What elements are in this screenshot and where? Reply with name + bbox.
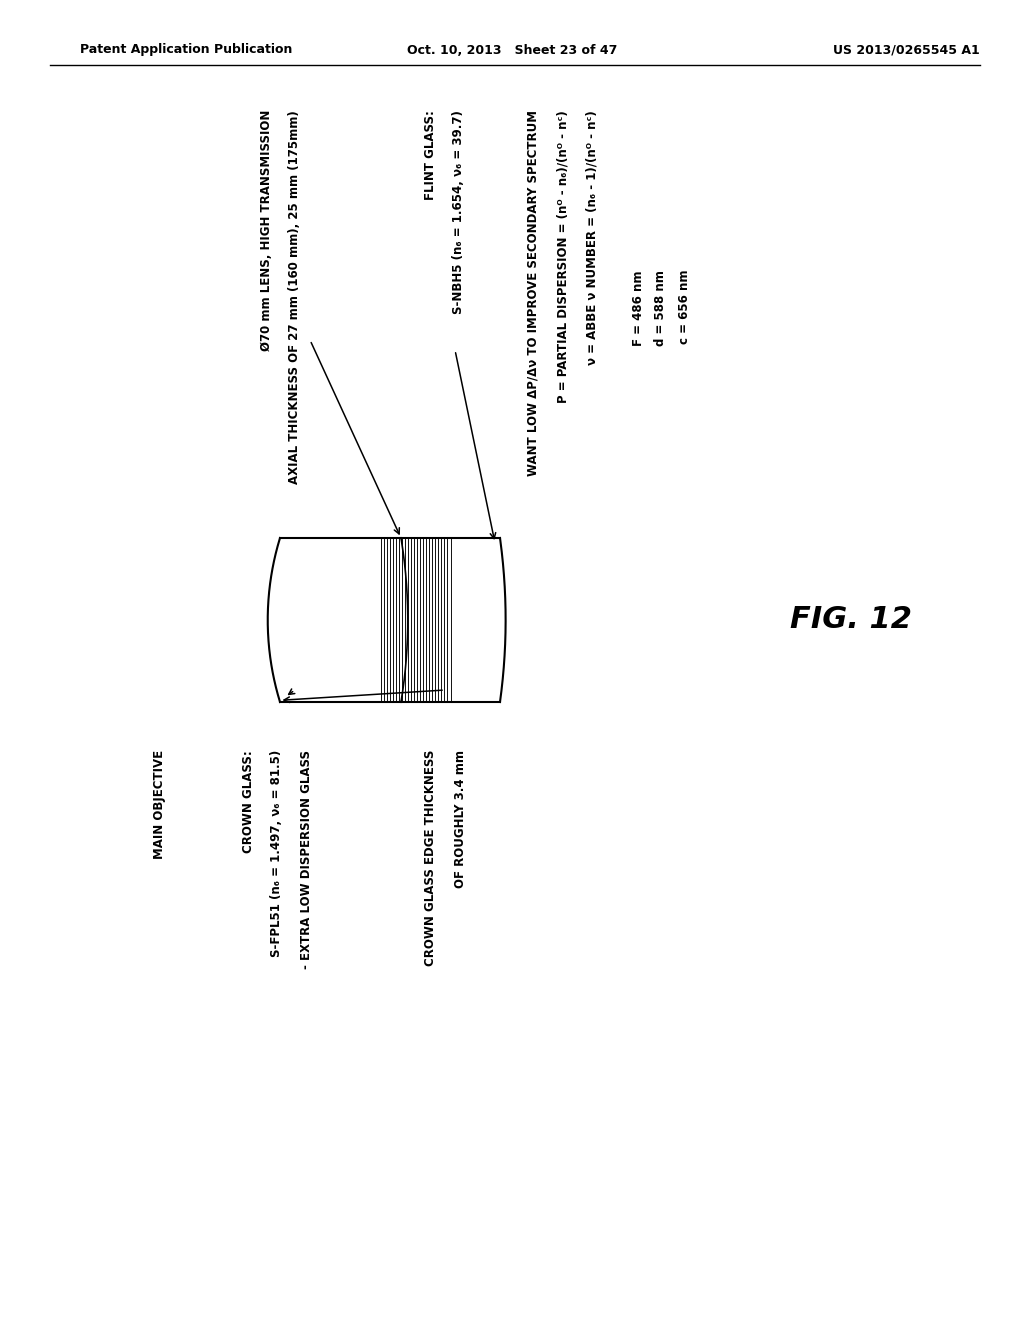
Text: S-NBH5 (n₆ = 1.654, ν₆ = 39.7): S-NBH5 (n₆ = 1.654, ν₆ = 39.7) [452, 110, 465, 314]
Text: MAIN OBJECTIVE: MAIN OBJECTIVE [154, 750, 167, 859]
Text: F = 486 nm: F = 486 nm [632, 271, 644, 346]
Text: AXIAL THICKNESS OF 27 mm (160 mm), 25 mm (175mm): AXIAL THICKNESS OF 27 mm (160 mm), 25 mm… [289, 110, 301, 483]
Text: FLINT GLASS:: FLINT GLASS: [424, 110, 436, 199]
Text: FIG. 12: FIG. 12 [790, 606, 912, 635]
Text: Oct. 10, 2013   Sheet 23 of 47: Oct. 10, 2013 Sheet 23 of 47 [407, 44, 617, 57]
Text: P = PARTIAL DISPERSION = (nᴼ - n₆)/(nᴼ - nᶜ): P = PARTIAL DISPERSION = (nᴼ - n₆)/(nᴼ -… [556, 110, 569, 403]
Text: - EXTRA LOW DISPERSION GLASS: - EXTRA LOW DISPERSION GLASS [300, 750, 313, 969]
Text: WANT LOW ΔP/Δν TO IMPROVE SECONDARY SPECTRUM: WANT LOW ΔP/Δν TO IMPROVE SECONDARY SPEC… [526, 110, 540, 477]
Text: S-FPL51 (n₆ = 1.497, ν₆ = 81.5): S-FPL51 (n₆ = 1.497, ν₆ = 81.5) [270, 750, 284, 957]
Text: CROWN GLASS EDGE THICKNESS: CROWN GLASS EDGE THICKNESS [424, 750, 436, 966]
Text: US 2013/0265545 A1: US 2013/0265545 A1 [834, 44, 980, 57]
Text: d = 588 nm: d = 588 nm [654, 271, 668, 346]
Text: OF ROUGHLY 3.4 mm: OF ROUGHLY 3.4 mm [454, 750, 467, 888]
Text: CROWN GLASS:: CROWN GLASS: [242, 750, 255, 853]
Text: c = 656 nm: c = 656 nm [678, 271, 690, 345]
Text: Ø70 mm LENS, HIGH TRANSMISSION: Ø70 mm LENS, HIGH TRANSMISSION [260, 110, 273, 351]
Text: ν = ABBE ν NUMBER = (n₆ - 1)/(nᴼ - nᶜ): ν = ABBE ν NUMBER = (n₆ - 1)/(nᴼ - nᶜ) [586, 110, 598, 364]
Text: Patent Application Publication: Patent Application Publication [80, 44, 293, 57]
